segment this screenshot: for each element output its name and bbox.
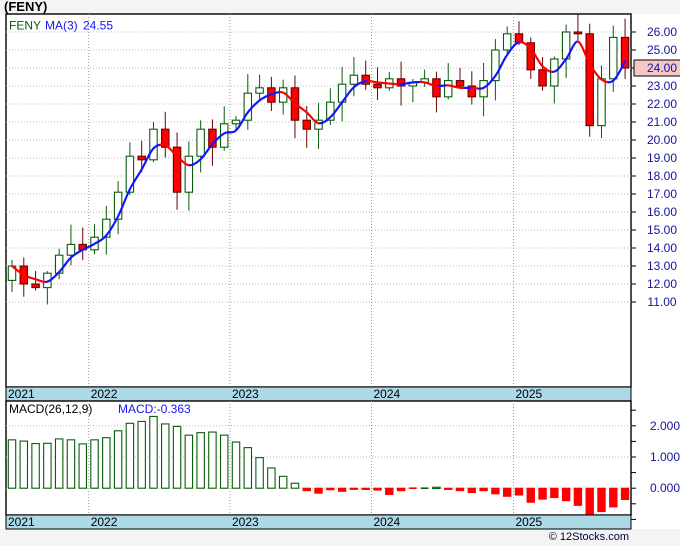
svg-text:23.00: 23.00: [647, 79, 677, 93]
svg-text:17.00: 17.00: [647, 187, 677, 201]
svg-text:2025: 2025: [516, 515, 543, 529]
svg-text:2021: 2021: [8, 515, 35, 529]
svg-text:14.00: 14.00: [647, 241, 677, 255]
svg-text:20.00: 20.00: [647, 133, 677, 147]
svg-text:18.00: 18.00: [647, 169, 677, 183]
svg-text:2024: 2024: [374, 387, 401, 401]
svg-text:2024: 2024: [374, 515, 401, 529]
svg-text:1.000: 1.000: [650, 450, 680, 464]
svg-text:13.00: 13.00: [647, 259, 677, 273]
svg-text:© 12Stocks.com: © 12Stocks.com: [549, 531, 629, 543]
svg-text:26.00: 26.00: [647, 25, 677, 39]
svg-text:2022: 2022: [91, 515, 118, 529]
svg-text:2021: 2021: [8, 387, 35, 401]
svg-text:15.00: 15.00: [647, 223, 677, 237]
svg-text:24.55: 24.55: [83, 19, 113, 33]
svg-text:24.00: 24.00: [647, 61, 677, 75]
svg-text:16.00: 16.00: [647, 205, 677, 219]
svg-text:2023: 2023: [232, 515, 259, 529]
svg-text:FENY: FENY: [9, 19, 41, 33]
svg-text:0.000: 0.000: [650, 481, 680, 495]
svg-text:11.00: 11.00: [647, 295, 676, 309]
svg-text:MACD:-0.363: MACD:-0.363: [118, 402, 191, 416]
svg-text:2023: 2023: [232, 387, 259, 401]
svg-text:2025: 2025: [516, 387, 543, 401]
svg-text:MACD(26,12,9): MACD(26,12,9): [9, 402, 92, 416]
svg-text:(FENY): (FENY): [4, 0, 47, 14]
svg-text:2022: 2022: [91, 387, 118, 401]
svg-text:21.00: 21.00: [647, 115, 677, 129]
svg-text:MA(3): MA(3): [45, 19, 78, 33]
svg-text:22.00: 22.00: [647, 97, 677, 111]
svg-text:19.00: 19.00: [647, 151, 677, 165]
svg-text:12.00: 12.00: [647, 277, 677, 291]
svg-text:25.00: 25.00: [647, 43, 677, 57]
svg-text:2.000: 2.000: [650, 419, 680, 433]
